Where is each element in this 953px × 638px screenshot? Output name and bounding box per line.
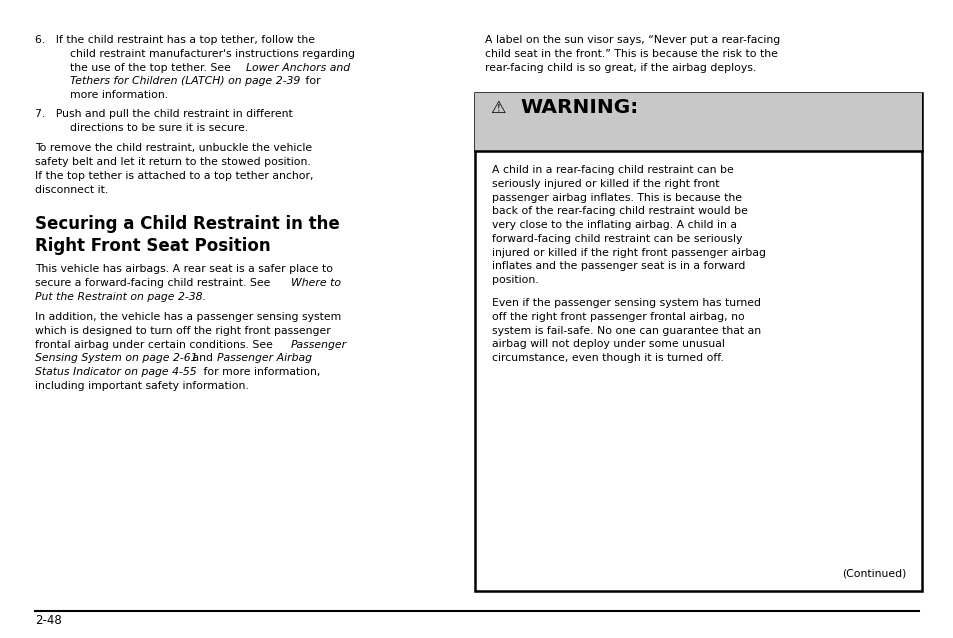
Text: A label on the sun visor says, “Never put a rear-facing: A label on the sun visor says, “Never pu… [484,35,779,45]
Text: for: for [302,77,320,86]
Text: and: and [189,353,215,363]
Text: If the top tether is attached to a top tether anchor,: If the top tether is attached to a top t… [35,171,314,181]
Text: Passenger Airbag: Passenger Airbag [216,353,312,363]
Text: (Continued): (Continued) [841,568,905,579]
Text: In addition, the vehicle has a passenger sensing system: In addition, the vehicle has a passenger… [35,312,341,322]
Text: which is designed to turn off the right front passenger: which is designed to turn off the right … [35,326,331,336]
Text: Sensing System on page 2-61: Sensing System on page 2-61 [35,353,197,363]
Text: very close to the inflating airbag. A child in a: very close to the inflating airbag. A ch… [492,220,737,230]
Text: including important safety information.: including important safety information. [35,381,249,390]
Text: Even if the passenger sensing system has turned: Even if the passenger sensing system has… [492,299,760,308]
Text: Right Front Seat Position: Right Front Seat Position [35,237,271,255]
Text: back of the rear-facing child restraint would be: back of the rear-facing child restraint … [492,206,747,216]
Text: circumstance, even though it is turned off.: circumstance, even though it is turned o… [492,353,723,363]
Text: Passenger: Passenger [291,339,347,350]
Text: This vehicle has airbags. A rear seat is a safer place to: This vehicle has airbags. A rear seat is… [35,264,333,274]
Bar [475,93,921,151]
Text: Where to: Where to [291,278,340,288]
Text: directions to be sure it is secure.: directions to be sure it is secure. [70,123,248,133]
Text: the use of the top tether. See: the use of the top tether. See [70,63,233,73]
Text: system is fail-safe. No one can guarantee that an: system is fail-safe. No one can guarante… [492,326,760,336]
Text: ⚠: ⚠ [490,99,505,117]
Text: airbag will not deploy under some unusual: airbag will not deploy under some unusua… [492,339,724,350]
Text: 2-48: 2-48 [35,614,62,627]
Text: forward-facing child restraint can be seriously: forward-facing child restraint can be se… [492,234,741,244]
Bar [475,93,921,591]
Text: A child in a rear-facing child restraint can be: A child in a rear-facing child restraint… [492,165,733,175]
Text: position.: position. [492,275,538,285]
Text: passenger airbag inflates. This is because the: passenger airbag inflates. This is becau… [492,193,741,203]
Text: To remove the child restraint, unbuckle the vehicle: To remove the child restraint, unbuckle … [35,144,312,154]
Text: Securing a Child Restraint in the: Securing a Child Restraint in the [35,215,339,233]
Text: Put the Restraint on page 2-38.: Put the Restraint on page 2-38. [35,292,206,302]
Text: seriously injured or killed if the right front: seriously injured or killed if the right… [492,179,719,189]
Text: injured or killed if the right front passenger airbag: injured or killed if the right front pas… [492,248,765,258]
Text: Status Indicator on page 4-55: Status Indicator on page 4-55 [35,367,196,377]
Text: secure a forward-facing child restraint. See: secure a forward-facing child restraint.… [35,278,274,288]
Text: safety belt and let it return to the stowed position.: safety belt and let it return to the sto… [35,157,311,167]
Text: 6.   If the child restraint has a top tether, follow the: 6. If the child restraint has a top teth… [35,35,315,45]
Text: WARNING:: WARNING: [520,98,639,117]
Text: child seat in the front.” This is because the risk to the: child seat in the front.” This is becaus… [484,49,777,59]
Text: 7.   Push and pull the child restraint in different: 7. Push and pull the child restraint in … [35,109,293,119]
Text: off the right front passenger frontal airbag, no: off the right front passenger frontal ai… [492,312,744,322]
Text: child restraint manufacturer's instructions regarding: child restraint manufacturer's instructi… [70,49,355,59]
Text: disconnect it.: disconnect it. [35,184,109,195]
Text: rear-facing child is so great, if the airbag deploys.: rear-facing child is so great, if the ai… [484,63,755,73]
Text: more information.: more information. [70,90,168,100]
Text: for more information,: for more information, [200,367,320,377]
Text: frontal airbag under certain conditions. See: frontal airbag under certain conditions.… [35,339,276,350]
Text: Tethers for Children (LATCH) on page 2-39: Tethers for Children (LATCH) on page 2-3… [70,77,299,86]
Text: Lower Anchors and: Lower Anchors and [245,63,350,73]
Text: inflates and the passenger seat is in a forward: inflates and the passenger seat is in a … [492,261,745,271]
